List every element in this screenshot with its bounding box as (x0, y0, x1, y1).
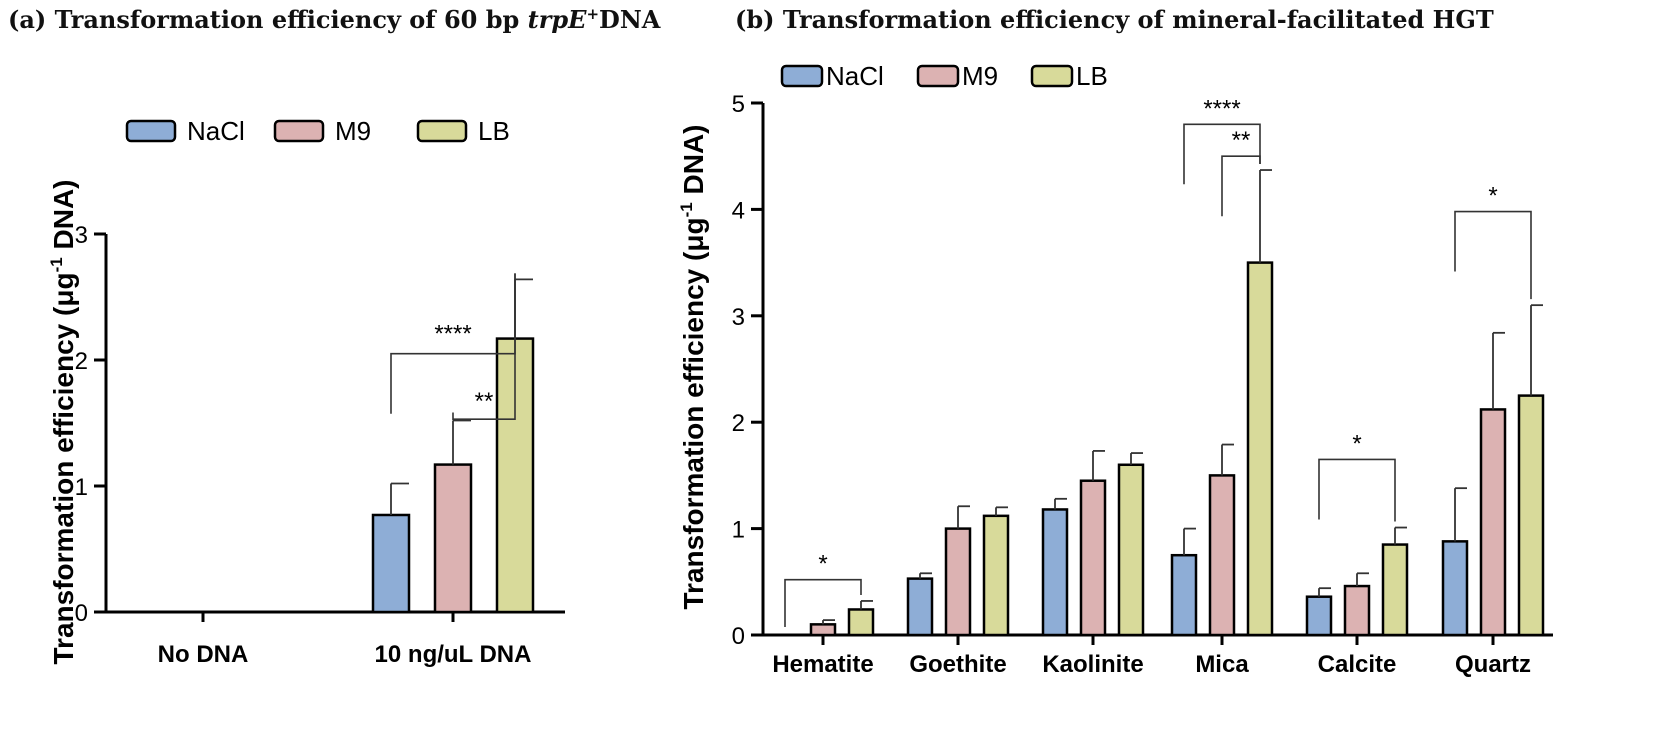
panel-b-ylabel-main: Transformation efficiency (μg (678, 217, 709, 609)
panel-b-bar-nacl (1305, 595, 1333, 637)
panel-b-title-text: (b) Transformation efficiency of mineral… (735, 5, 1494, 34)
panel-b-y-tick-label: 0 (732, 623, 745, 650)
panel-a-title-prefix: (a) Transformation efficiency of 60 bp (8, 5, 528, 34)
panel-a-title-suffix: DNA (599, 5, 661, 34)
panel-b-legend-label-lb: LB (1076, 61, 1108, 91)
panel-b-legend-swatch-nacl (780, 64, 824, 88)
panel-b-sig-label: * (818, 551, 827, 578)
panel-b-sig-bracket (784, 578, 862, 627)
panel-b-chart: 0 1 2 3 4 5 Hematite Goethite Kaolinite Mica Calci… (732, 61, 1553, 678)
panel-a-y-tick-label: 1 (75, 474, 88, 501)
panel-b-category-label: Hematite (772, 651, 873, 678)
panel-b-sig-label: * (1488, 183, 1497, 210)
panel-a-title-gene: trpE (528, 5, 588, 34)
panel-b-bar-m9 (1479, 408, 1507, 637)
panel-b-ylabel-end: DNA) (678, 125, 709, 203)
panel-b-sig-label: ** (1232, 127, 1251, 154)
panel-b-category-label: Quartz (1455, 651, 1531, 678)
panel-b-category-label: Calcite (1318, 651, 1397, 678)
panel-b-y-axis-title: Transformation efficiency (μg-1 DNA) (677, 125, 709, 610)
panel-b-bar-m9 (1208, 474, 1236, 637)
panel-a-title-sup: + (586, 5, 599, 23)
panel-a-sig-bracket (452, 273, 516, 421)
panel-a-bar-nacl (371, 513, 411, 614)
panel-a-category-label: 10 ng/uL DNA (375, 641, 532, 668)
panel-b-bar-nacl (1170, 553, 1198, 637)
panel-a-legend-label-lb: LB (478, 116, 510, 146)
panel-b-sig-bracket (1221, 155, 1261, 217)
panel-a-sig-label: **** (434, 321, 471, 348)
panel-b-ylabel-sup: -1 (677, 202, 696, 217)
panel-b-legend-label-nacl: NaCl (826, 61, 884, 91)
panel-a-bar-m9 (433, 463, 473, 614)
panel-b-sig-bracket (1183, 123, 1261, 185)
panel-a-ylabel-sup: -1 (47, 257, 66, 272)
panel-b-sig-label: * (1352, 430, 1361, 457)
panel-a-y-axis-title: Transformation efficiency (μg-1 DNA) (47, 180, 79, 665)
panel-b-category-label: Kaolinite (1042, 651, 1143, 678)
panel-b-bar-nacl (1441, 540, 1469, 637)
panel-b-y-tick-label: 2 (732, 410, 745, 437)
panel-a-sig-label: ** (475, 388, 494, 415)
panel-a-legend-swatch-nacl (125, 119, 177, 143)
panel-b-bar-m9 (1343, 584, 1371, 637)
panel-a-title: (a) Transformation efficiency of 60 bp t… (8, 5, 661, 34)
panel-b-bar-lb (1246, 261, 1274, 637)
panel-b-bar-m9 (809, 623, 837, 637)
panel-a-ylabel-end: DNA) (48, 180, 79, 258)
panel-b-legend-label-m9: M9 (962, 61, 998, 91)
panel-a-y-tick-label: 0 (75, 600, 88, 627)
panel-a-y-tick-label: 2 (75, 348, 88, 375)
panel-a-legend-swatch-m9 (273, 119, 325, 143)
panel-b-y-tick-label: 4 (732, 197, 745, 224)
panel-a-legend-label-m9: M9 (335, 116, 371, 146)
panel-a-ylabel-main: Transformation efficiency (μg (48, 272, 79, 664)
panel-a-category-label: No DNA (158, 641, 249, 668)
panel-a-y-tick-label: 3 (75, 222, 88, 249)
panel-a-legend-swatch-lb (416, 119, 468, 143)
panel-b-bar-nacl (906, 577, 934, 637)
panel-b-bar-lb (1117, 463, 1145, 637)
panel-b-title: (b) Transformation efficiency of mineral… (735, 5, 1494, 34)
panel-b-y-tick-label: 5 (732, 91, 745, 118)
panel-b-bar-lb (1517, 394, 1545, 637)
panel-b-bar-lb (1381, 543, 1409, 637)
panel-b-y-tick-label: 3 (732, 304, 745, 331)
panel-b-sig-bracket (1318, 458, 1396, 522)
panel-b-category-label: Goethite (909, 651, 1006, 678)
panel-b-bar-m9 (944, 527, 972, 637)
panel-a-legend-label-nacl: NaCl (187, 116, 245, 146)
panel-b-bar-m9 (1079, 479, 1107, 637)
panel-b-sig-bracket (1454, 210, 1532, 300)
panel-b-category-label: Mica (1195, 651, 1249, 678)
panel-b-sig-label: **** (1203, 95, 1240, 122)
panel-b-bar-lb (982, 514, 1010, 637)
panel-b-legend-swatch-m9 (916, 64, 960, 88)
panel-b-bar-lb (847, 608, 875, 637)
panel-b-bar-nacl (1041, 508, 1069, 637)
panel-b-y-tick-label: 1 (732, 517, 745, 544)
panel-b-legend-swatch-lb (1030, 64, 1074, 88)
